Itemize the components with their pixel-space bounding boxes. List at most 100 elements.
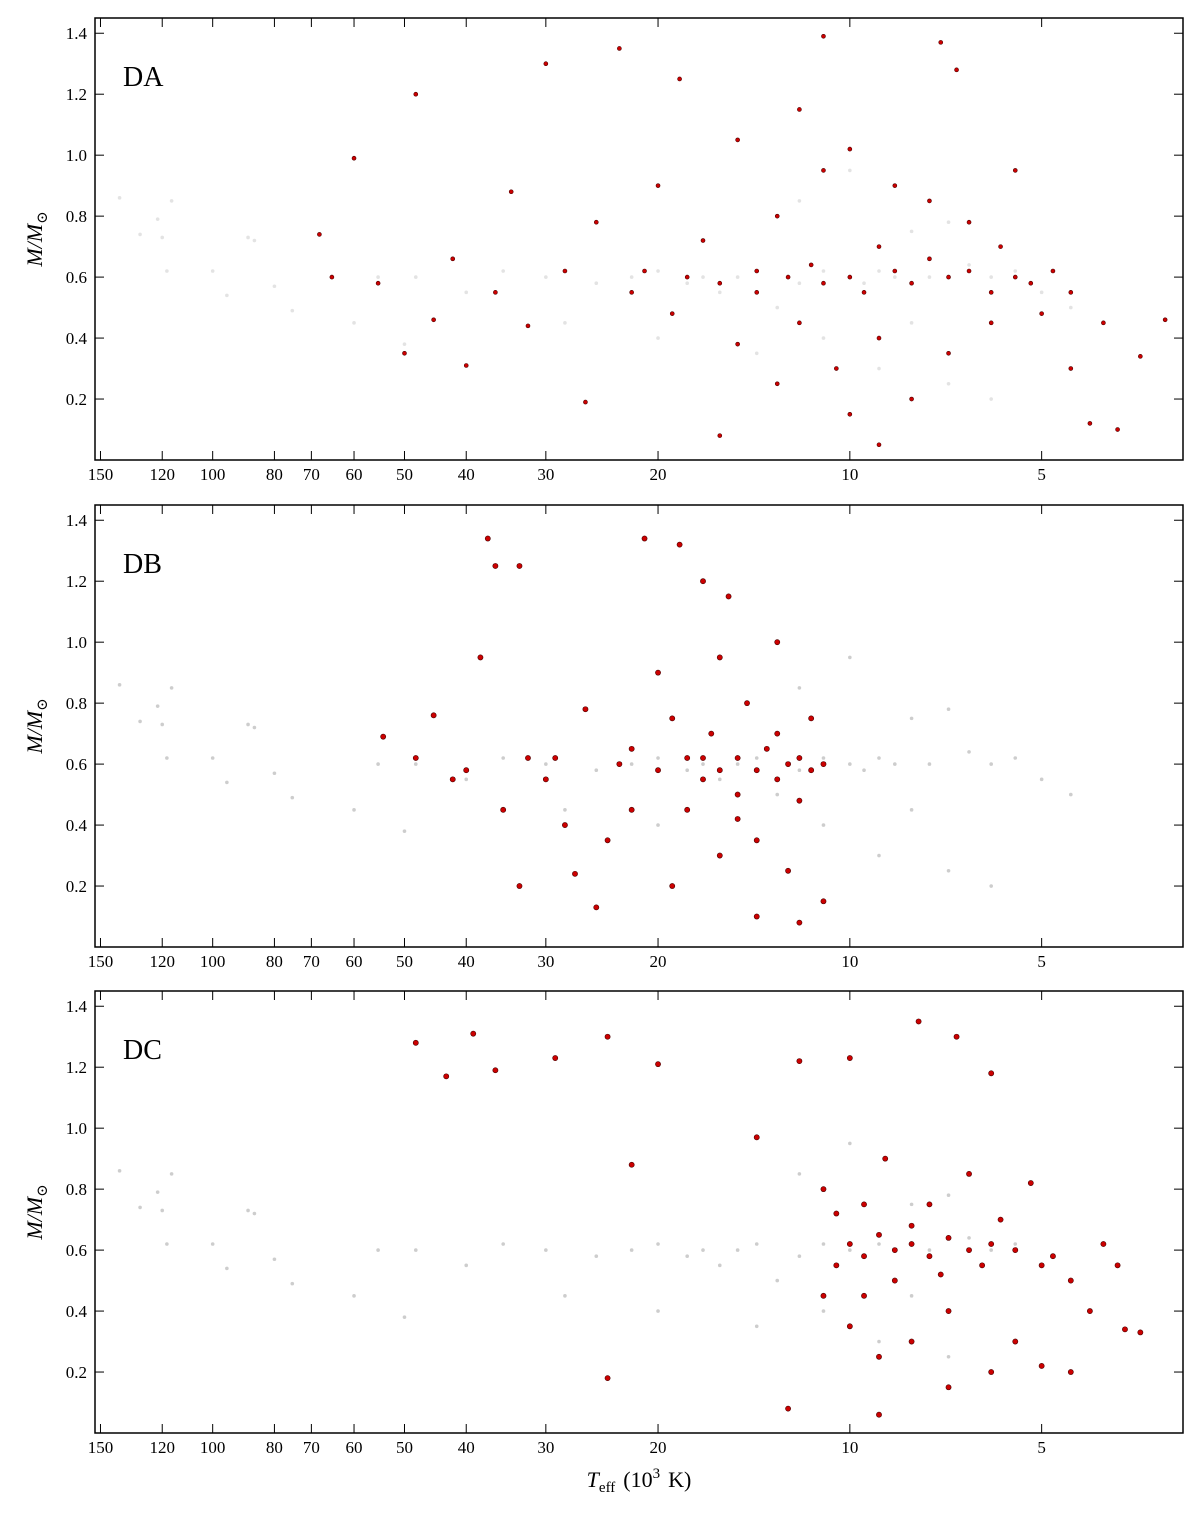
scatter-point [716,767,723,774]
scatter-point [876,335,882,341]
scatter-point [847,274,853,280]
scatter-point [246,235,250,240]
scatter-point [655,1061,661,1068]
scatter-point [892,183,898,188]
scatter-point [1067,1277,1074,1284]
scatter-point [352,808,356,812]
scatter-point [225,1266,229,1271]
scatter-point [593,219,599,225]
scatter-point [717,433,723,438]
scatter-point [876,244,882,249]
scatter-point [700,578,706,585]
scatter-point [946,381,951,386]
scatter-point [563,808,567,812]
scatter-point [763,745,770,752]
scatter-point [684,755,691,761]
y-tick-label: 1.4 [66,24,88,43]
scatter-point [375,280,381,286]
x-tick-label: 70 [303,952,320,971]
scatter-point [413,275,418,279]
scatter-point [909,1202,914,1207]
x-tick-label: 40 [458,465,475,484]
scatter-point [1069,792,1073,797]
scatter-point [562,268,568,274]
y-tick-label: 1.4 [66,997,88,1016]
scatter-point [604,1033,611,1040]
scatter-point [708,730,715,737]
scatter-point [735,1248,740,1252]
scatter-point [908,1338,915,1345]
scatter-point [655,183,661,188]
scatter-point [1012,1338,1019,1345]
scatter-point [774,213,780,219]
scatter-point [628,806,635,813]
scatter-point [861,290,867,295]
scatter-point [160,722,165,727]
x-tick-label: 30 [537,465,554,484]
scatter-point [876,1353,882,1360]
scatter-point [669,883,676,889]
y-tick-label: 1.0 [66,146,87,165]
scatter-point [616,761,623,768]
scatter-point [669,311,675,316]
y-tick-label: 0.6 [66,1241,87,1260]
scatter-point [861,1292,867,1299]
scatter-point [946,274,951,280]
scatter-point [317,232,322,237]
scatter-point [701,1248,705,1252]
panel-label: DA [123,62,164,93]
scatter-point [909,716,914,721]
scatter-point [117,1169,122,1173]
scatter-point [735,341,740,347]
x-tick-label: 120 [149,465,175,484]
scatter-point [290,795,295,800]
scatter-point [938,40,944,45]
scatter-point [1087,421,1093,426]
scatter-point [272,1257,277,1262]
scatter-point [785,1405,791,1412]
scatter-point [753,767,760,774]
scatter-point [443,1073,450,1080]
scatter-point [876,1411,882,1418]
scatter-point [877,1242,881,1246]
scatter-point [893,275,897,279]
scatter-point [966,1170,972,1177]
scatter-point [946,351,951,356]
scatter-point [252,1211,257,1216]
scatter-point [1068,290,1074,295]
scatter-point [877,269,881,273]
scatter-point [988,320,994,326]
scatter-point [165,1242,169,1246]
scatter-point [820,1292,827,1299]
y-tick-label: 1.2 [66,85,87,104]
scatter-point [989,762,993,766]
x-tick-label: 60 [346,1438,363,1457]
scatter-point [862,281,866,286]
scatter-point [464,777,469,782]
scatter-point [463,363,469,368]
scatter-point [376,762,380,766]
scatter-point [909,808,914,812]
scatter-point [796,919,803,926]
x-axis-label: Teff (103 K) [587,1466,692,1496]
scatter-point [893,762,897,766]
scatter-point [1137,1329,1144,1336]
panel: 150 120 100 80 70 60 50 40 30 20 10 5 0.2 0.4 0.6 0.8 1.… [22,17,1184,484]
scatter-point [413,762,418,766]
scatter-point [1038,1262,1045,1269]
scatter-point [431,317,436,323]
x-label-sup: 3 [653,1466,661,1482]
y-label-sub: ⊙ [35,211,51,224]
scatter-point [775,792,780,797]
scatter-point [754,1324,759,1329]
scatter-point [484,535,491,542]
scatter-point [877,1339,881,1344]
scatter-point [997,1216,1004,1223]
scatter-point [967,1236,971,1240]
scatter-point [477,654,484,661]
scatter-point [562,822,568,828]
plot-frame [94,504,1184,948]
scatter-point [797,686,802,690]
scatter-point [430,712,437,719]
x-tick-label: 60 [346,465,363,484]
